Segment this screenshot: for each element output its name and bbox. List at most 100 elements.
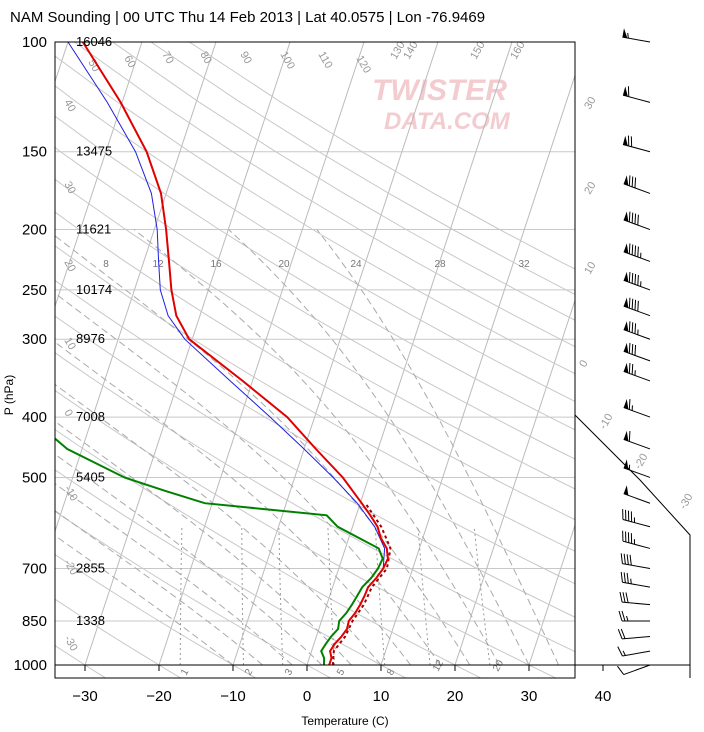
pressure-label: 1000 (14, 657, 47, 674)
height-label: 10174 (76, 282, 112, 297)
height-label: 7008 (76, 409, 105, 424)
dry-adiabat-line (55, 598, 182, 678)
x-tick-label: 10 (373, 688, 390, 705)
wind-barb (622, 86, 651, 103)
height-label: 2855 (76, 560, 105, 575)
wind-barb (623, 399, 651, 418)
wind-barb (623, 271, 651, 291)
dry-adiabat-line (55, 85, 575, 402)
isotherm-label: -30 (677, 492, 695, 512)
mixing-ratio-label: 2 (243, 667, 256, 678)
dry-adiabat-line (55, 146, 575, 460)
isotherm-line (528, 523, 575, 666)
dry-adiabat-label: 110 (315, 50, 334, 71)
wind-barb (623, 362, 651, 382)
moist-adiabat-line (55, 420, 352, 666)
dry-adiabat-label: 100 (277, 50, 297, 72)
mixing-ratio-line (278, 526, 284, 666)
wind-barb (623, 297, 651, 317)
moist-adiabat-line (228, 229, 530, 666)
isotherm-line (306, 42, 513, 666)
moist-adiabat-label: 16 (210, 259, 222, 270)
dry-adiabat-line (55, 510, 332, 678)
dry-adiabat-line (55, 55, 575, 375)
dry-adiabat-label: 70 (159, 50, 176, 67)
watermark-line-1: TWISTER (372, 74, 507, 107)
dry-adiabat-label: 10 (61, 336, 78, 353)
isotherm-line (232, 42, 439, 666)
mixing-ratio-label: 3 (283, 667, 296, 678)
wind-barb (622, 509, 651, 528)
dry-adiabat-line (55, 352, 575, 653)
isotherm-line (158, 42, 365, 666)
dry-adiabat-line (74, 42, 575, 348)
wind-barb (617, 646, 651, 657)
moist-adiabat-label: 28 (434, 259, 446, 270)
isotherm-label: 10 (582, 260, 599, 277)
dry-adiabat-label: 30 (61, 180, 78, 197)
pressure-label: 100 (22, 34, 47, 51)
mixing-ratio-label: 20 (491, 658, 506, 674)
isotherm-line (380, 73, 575, 666)
wind-barb (623, 459, 651, 478)
wind-barb (623, 321, 651, 340)
pressure-label: 250 (22, 282, 47, 299)
isotherm-label: 20 (582, 180, 599, 197)
dry-adiabat-line (55, 428, 482, 678)
dry-adiabat-line (55, 211, 575, 521)
dry-adiabat-line (112, 42, 575, 321)
x-tick-label: −10 (220, 688, 245, 705)
pressure-label: 700 (22, 560, 47, 577)
x-tick-label: 30 (521, 688, 538, 705)
mixing-ratio-label: 12 (431, 658, 446, 674)
dry-adiabat-label: 80 (197, 50, 214, 67)
height-label: 11621 (76, 222, 111, 237)
isotherm-label: 140 (401, 40, 421, 62)
dry-adiabat-label: -30 (61, 634, 79, 654)
wind-barb (620, 571, 651, 588)
wind-barb (618, 610, 650, 622)
moist-adiabat-label: 12 (152, 259, 164, 270)
mixing-ratio-line (374, 526, 386, 666)
x-tick-label: −20 (146, 688, 171, 705)
isotherm-label: -10 (597, 412, 615, 432)
moist-adiabat-line (55, 383, 382, 666)
moist-adiabat-label: 20 (278, 259, 290, 270)
pressure-label: 200 (22, 222, 47, 239)
watermark-logo: TWISTER DATA.COM (372, 74, 511, 135)
moist-adiabat-line (133, 229, 500, 666)
chart-title: NAM Sounding | 00 UTC Thu 14 Feb 2013 | … (10, 9, 485, 26)
y-axis-label: P (hPa) (2, 375, 16, 415)
moist-adiabat-line (55, 453, 323, 666)
mixing-ratio-label: 5 (335, 667, 348, 678)
dry-adiabat-line (55, 469, 407, 678)
dry-adiabat-line (55, 245, 575, 552)
x-tick-label: 0 (303, 688, 311, 705)
dry-adiabat-label: 40 (61, 98, 78, 115)
virtual_temp-trace (331, 502, 392, 666)
mixing-ratio-line (417, 526, 431, 666)
mixing-ratio-label: 1 (179, 667, 192, 678)
dry-adiabat-label: 120 (353, 54, 373, 76)
isotherm-line (603, 42, 704, 665)
isotherm-label: 30 (582, 95, 599, 112)
dewpoint-trace (55, 437, 384, 666)
dry-adiabat-label: 20 (61, 258, 78, 275)
wind-barb (623, 430, 651, 450)
dry-adiabat-line (55, 178, 575, 490)
dry-adiabat-line (55, 645, 107, 678)
wind-panel-outline (574, 414, 691, 678)
moist-adiabat-line (55, 510, 263, 666)
pressure-label: 850 (22, 613, 47, 630)
x-tick-label: 40 (595, 688, 612, 705)
mixing-ratio-label: 8 (385, 667, 398, 678)
wind-barb (617, 628, 651, 640)
dry-adiabat-label: 90 (237, 50, 254, 67)
plot-frame (54, 41, 576, 679)
pressure-label: 300 (22, 331, 47, 348)
pressure-label: 150 (22, 144, 47, 161)
mixing-ratio-line (241, 526, 244, 666)
isotherm-label: -20 (632, 452, 650, 472)
moist-adiabat-label: 24 (350, 259, 362, 270)
